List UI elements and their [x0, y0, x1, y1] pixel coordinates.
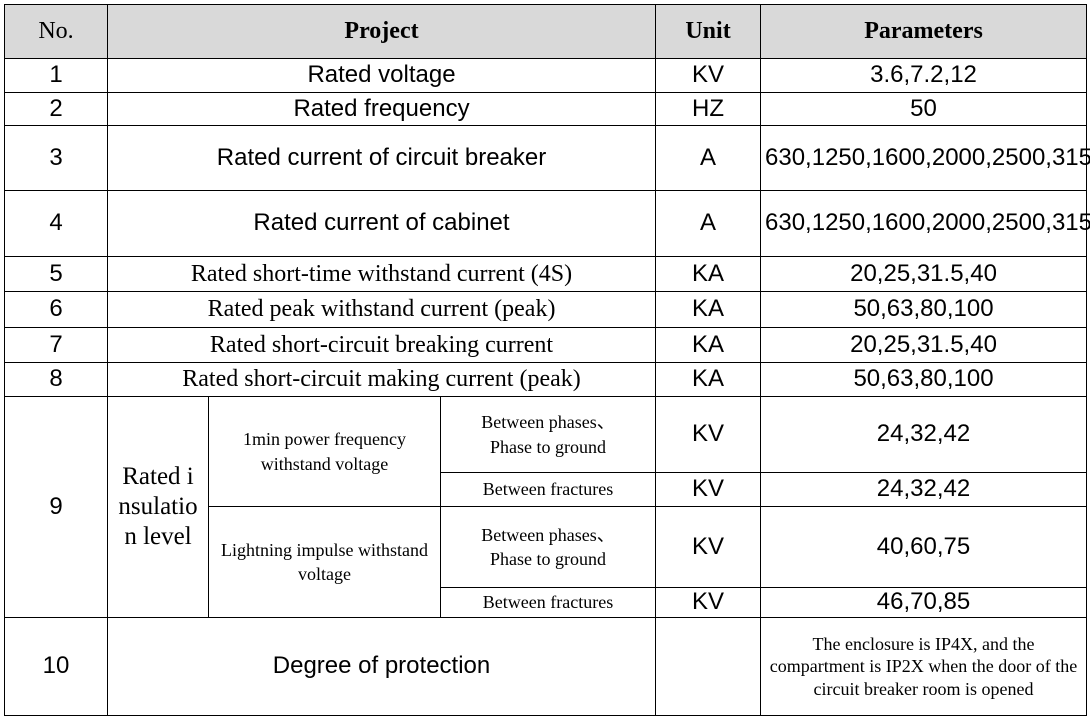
cell-line: Between phases、	[481, 524, 615, 545]
unit: HZ	[655, 92, 762, 126]
table-row: 4 Rated current of cabinet A 630,1250,1600,…	[4, 190, 1090, 257]
header-cell: Project	[106, 4, 657, 59]
parameters: 24,32,42	[760, 472, 1088, 507]
unit: KV	[655, 58, 762, 93]
unit: KA	[655, 256, 762, 292]
header-cell: Parameters	[760, 4, 1088, 59]
spec-table: No. Project Unit Parameters 1 Rated voltage KV…	[4, 4, 1090, 716]
row-number: 1	[4, 58, 108, 93]
table-row: 3 Rated current of circuit breaker A 630,12…	[4, 125, 1090, 191]
table-row: 10 Degree of protection The enclosure is I…	[4, 616, 1088, 716]
insulation-label: Rated insulation level	[107, 396, 209, 618]
parameters: 50,63,80,100	[760, 291, 1088, 328]
project: Rated short-circuit making current (peak…	[106, 362, 657, 397]
cell-line: Phase to ground	[490, 436, 606, 457]
row-number: 8	[4, 362, 108, 397]
project: Rated frequency	[106, 92, 657, 126]
row-number: 2	[4, 92, 108, 126]
unit	[655, 616, 762, 716]
project: Rated peak withstand current (peak)	[106, 291, 657, 328]
condition: Between phases、 Phase to ground	[439, 506, 657, 588]
parameters: 40,60,75	[760, 506, 1088, 588]
unit: A	[655, 190, 762, 257]
parameters: 20,25,31.5,40	[760, 327, 1088, 363]
parameters: 50,63,80,100	[760, 362, 1088, 397]
unit: KA	[655, 327, 762, 363]
row-number: 7	[4, 327, 108, 363]
parameters: 46,70,85	[760, 587, 1088, 618]
cell-line: Phase to ground	[490, 549, 606, 569]
condition: Between fractures	[439, 472, 657, 507]
unit: KA	[655, 362, 762, 397]
parameters: The enclosure is IP4X, and the compartme…	[760, 616, 1088, 716]
table-row: Lightning impulse withstand voltage Betwe…	[5, 506, 1088, 618]
project: Rated short-time withstand current (4S)	[106, 256, 657, 292]
row-number: 4	[4, 190, 108, 257]
table-row: 1 Rated voltage KV 3.6,7.2,12	[4, 58, 1088, 93]
row-number: 5	[4, 256, 108, 292]
table-row: 8 Rated short-circuit making current (pea…	[4, 362, 1088, 397]
test-type: Lightning impulse withstand voltage	[208, 506, 441, 618]
row-number: 9	[4, 396, 108, 618]
unit: KV	[655, 396, 762, 473]
cell-line: Between fractures	[482, 479, 614, 500]
unit: KV	[655, 506, 762, 588]
parameters: 630,1250,1600,2000,2500,3150	[760, 125, 1090, 191]
table-row: Between fractures KV 46,70,85	[5, 587, 1088, 618]
unit: KA	[655, 291, 762, 328]
table-row: 6 Rated peak withstand current (peak) KA 50…	[4, 291, 1088, 328]
row-number: 6	[4, 291, 108, 328]
project: Rated voltage	[106, 58, 657, 93]
unit: KV	[655, 472, 762, 507]
table-row: Between fractures KV 24,32,42	[5, 472, 1088, 507]
table-row: No. Project Unit Parameters	[4, 4, 1088, 59]
header-cell: No.	[4, 4, 108, 59]
parameters: 24,32,42	[760, 396, 1088, 473]
table-row: 2 Rated frequency HZ 50	[4, 92, 1088, 126]
unit: KV	[655, 587, 762, 618]
header-cell: Unit	[655, 4, 762, 59]
parameters: 50	[760, 92, 1088, 126]
project: Degree of protection	[106, 616, 657, 716]
project: Rated current of cabinet	[106, 190, 657, 257]
parameters: 630,1250,1600,2000,2500,3150	[760, 190, 1090, 257]
test-type: 1min power frequency withstand voltage	[208, 396, 441, 507]
table-row: 7 Rated short-circuit breaking current KA 2…	[4, 327, 1088, 363]
project: Rated short-circuit breaking current	[106, 327, 657, 363]
unit: A	[655, 125, 762, 191]
row-number: 3	[4, 125, 108, 191]
project: Rated current of circuit breaker	[106, 125, 657, 191]
cell-line: Between phases、	[481, 412, 615, 433]
cell-line: Between fractures	[482, 592, 614, 613]
parameters: 20,25,31.5,40	[760, 256, 1088, 292]
table-row: 5 Rated short-time withstand current (4S)…	[4, 256, 1088, 292]
table-row: 9 Rated insulation level 1min power freque…	[4, 396, 1088, 618]
parameters: 3.6,7.2,12	[760, 58, 1088, 93]
condition: Between fractures	[439, 587, 657, 618]
condition: Between phases、 Phase to ground	[439, 396, 657, 473]
row-number: 10	[4, 616, 108, 716]
